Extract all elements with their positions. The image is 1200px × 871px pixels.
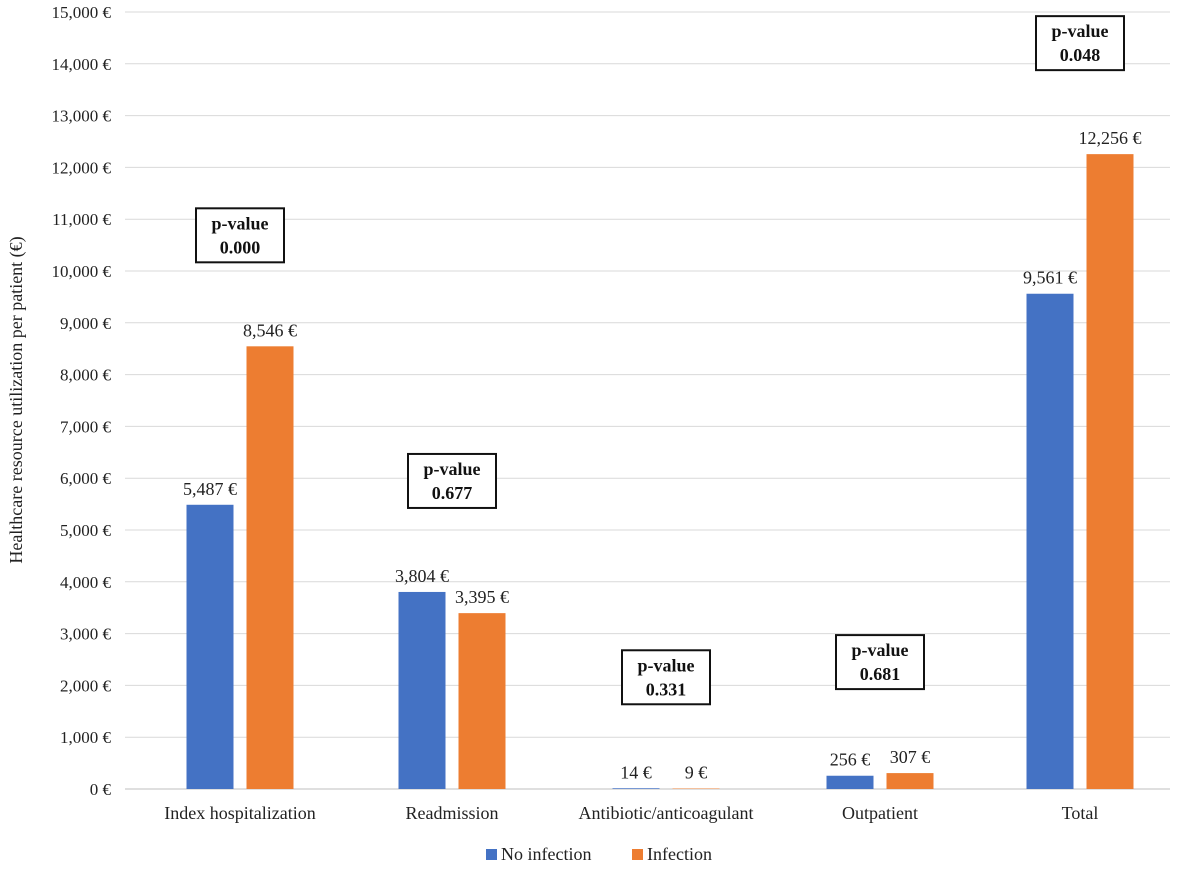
y-tick-label: 13,000 € <box>52 107 112 126</box>
legend-label: No infection <box>501 844 591 864</box>
y-axis-ticks: 0 € 1,000 € 2,000 € 3,000 € 4,000 € 5,000 € 6,… <box>52 3 112 799</box>
p-value-frame <box>835 634 925 691</box>
data-label: 14 € <box>620 762 652 782</box>
category-label: Readmission <box>406 803 499 823</box>
p-value-boxes: p-value0.000p-value0.677p-value0.331p-va… <box>195 15 1125 706</box>
data-label: 9,561 € <box>1023 268 1077 288</box>
p-value-title: p-value <box>637 655 694 675</box>
y-tick-label: 4,000 € <box>60 573 112 592</box>
p-value-title: p-value <box>851 640 908 660</box>
category-label: Outpatient <box>842 803 918 823</box>
y-tick-label: 1,000 € <box>60 728 112 747</box>
bar-no-infection <box>612 788 660 789</box>
p-value-box: p-value 0.681 <box>835 634 925 691</box>
p-value-number: 0.681 <box>860 664 901 684</box>
p-value-frame <box>1035 15 1125 72</box>
y-tick-label: 5,000 € <box>60 521 112 540</box>
bar-no-infection <box>1026 293 1074 789</box>
data-label: 8,546 € <box>243 320 297 340</box>
category-label: Index hospitalization <box>164 803 315 823</box>
data-label: 307 € <box>890 747 931 767</box>
y-tick-label: 10,000 € <box>52 262 112 281</box>
legend-swatch-no-infection <box>486 849 497 860</box>
p-value-frame <box>407 452 497 509</box>
p-value-box: p-value 0.048 <box>1035 15 1125 72</box>
bar-infection <box>246 346 294 789</box>
p-value-box: p-value 0.331 <box>621 649 711 706</box>
y-axis-title: Healthcare resource utilization per pati… <box>6 236 27 563</box>
y-tick-label: 12,000 € <box>52 158 112 177</box>
y-tick-label: 3,000 € <box>60 625 112 644</box>
p-value-number: 0.677 <box>432 483 473 503</box>
p-value-number: 0.331 <box>646 679 687 699</box>
y-tick-label: 0 € <box>90 780 112 799</box>
data-label: 12,256 € <box>1079 128 1142 148</box>
y-tick-label: 2,000 € <box>60 676 112 695</box>
y-tick-label: 11,000 € <box>52 210 111 229</box>
data-label: 256 € <box>830 750 871 770</box>
category-labels: Index hospitalization Readmission Antibiot… <box>164 803 1098 823</box>
p-value-box: p-value 0.677 <box>407 452 497 509</box>
bar-infection <box>886 773 934 789</box>
bars <box>186 154 1134 789</box>
y-tick-label: 7,000 € <box>60 417 112 436</box>
p-value-title: p-value <box>1051 21 1108 41</box>
p-value-number: 0.048 <box>1060 45 1101 65</box>
p-value-box: p-value 0.000 <box>195 207 285 264</box>
data-label: 5,487 € <box>183 479 237 499</box>
data-label: 3,395 € <box>455 587 509 607</box>
y-tick-label: 6,000 € <box>60 469 112 488</box>
bar-infection <box>1086 154 1134 789</box>
legend: No infection Infection <box>486 844 712 864</box>
data-label: 3,804 € <box>395 566 449 586</box>
p-value-title: p-value <box>423 459 480 479</box>
bar-no-infection <box>826 775 874 789</box>
p-value-number: 0.000 <box>220 237 261 257</box>
p-value-frame <box>621 649 711 706</box>
category-label: Total <box>1062 803 1099 823</box>
legend-swatch-infection <box>632 849 643 860</box>
y-tick-label: 9,000 € <box>60 314 112 333</box>
bar-no-infection <box>398 591 446 789</box>
y-tick-label: 8,000 € <box>60 366 112 385</box>
data-labels: 5,487 € 3,804 € 14 € 256 € 9,561 € 8,546 € 3,3… <box>183 128 1142 782</box>
p-value-title: p-value <box>211 213 268 233</box>
y-tick-label: 15,000 € <box>52 3 112 22</box>
data-label: 9 € <box>685 763 708 783</box>
bar-no-infection <box>186 504 234 789</box>
y-tick-label: 14,000 € <box>52 55 112 74</box>
gridlines <box>125 11 1170 790</box>
legend-label: Infection <box>647 844 712 864</box>
p-value-frame <box>195 207 285 264</box>
bar-infection <box>458 613 506 789</box>
category-label: Antibiotic/anticoagulant <box>579 803 754 823</box>
